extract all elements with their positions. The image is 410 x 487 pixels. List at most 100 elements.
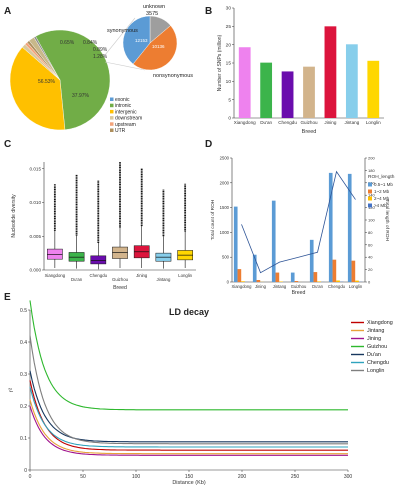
bar-chengdu	[281, 71, 294, 118]
y2-tick-label: 80	[368, 230, 373, 235]
y-tick-label: 25	[226, 24, 232, 30]
y-axis-title: Number of SNPs (million)	[217, 34, 223, 91]
bar-1-2-mb-du-an	[313, 272, 318, 282]
legend-label-0-5-1-mb: 0.5~1 Mb	[374, 182, 393, 187]
x-axis-title: Breed	[292, 290, 306, 296]
bar-2-4-mb-xiangdong	[241, 281, 245, 282]
bar-1-2-mb-jining	[256, 280, 261, 282]
y-tick-label: 10	[226, 79, 232, 85]
y-tick-label: 0	[24, 468, 27, 474]
y2-tick-label: 120	[368, 205, 375, 210]
bar-0-5-1-mb-xiangdong	[233, 206, 238, 282]
y2-tick-label: 200	[368, 156, 375, 161]
x-tick-label: 50	[80, 474, 86, 480]
exonic-pie-value-nonsynonymous: 10136	[152, 44, 165, 49]
y-tick-label: 0.010	[30, 200, 42, 205]
y-tick-label: 500	[222, 255, 230, 260]
ld-line-chengdu	[29, 386, 348, 448]
y-tick-label: 0.015	[30, 166, 42, 171]
legend-swatch-intronic	[110, 103, 114, 108]
y-tick-label: 1500	[220, 205, 230, 210]
bar-0-5-1-mb-guizhou	[290, 272, 295, 282]
y-axis-title: r²	[8, 387, 15, 392]
pie-label-intronic: 56.53%	[38, 79, 56, 85]
bar-du-an	[260, 62, 273, 118]
legend-swatch-upstream	[110, 122, 114, 126]
x-tick-label: 200	[238, 474, 247, 480]
pie-slice-intronic	[35, 29, 111, 130]
x-tick-label: Xiangdong	[234, 120, 256, 125]
legend-label-intronic: intronic	[115, 103, 132, 109]
y-tick-label: 0.5	[20, 308, 27, 314]
legend-label-xiangdong: Xiangdong	[367, 320, 393, 326]
y-tick-label: 0.3	[20, 372, 27, 378]
chart-title: LD decay	[169, 307, 209, 317]
legend-title: ROH_length	[368, 174, 395, 180]
ld-line-guizhou	[29, 300, 348, 411]
bar-1-2-mb-chengdu	[332, 259, 337, 282]
bar-0-5-1-mb-jintang	[271, 200, 276, 282]
x-tick-label: Jintang	[273, 284, 287, 289]
x-tick-label: Jintang	[344, 120, 359, 125]
x-tick-label: Xiangdong	[231, 284, 252, 289]
x-axis-title: Breed	[113, 285, 127, 291]
legend-label-chengdu: Chengdu	[367, 360, 389, 366]
legend-swatch-downstream	[110, 116, 114, 120]
legend-label-exonic: exonic	[115, 97, 130, 103]
y2-tick-label: 100	[368, 218, 375, 223]
bar-1-2-mb-guizhou	[294, 281, 299, 282]
legend-swatch-0-5-1-mb	[368, 182, 372, 187]
legend-label-jintang: Jintang	[367, 328, 384, 334]
ld-line-jining	[29, 405, 348, 456]
exonic-label-nonsynonymous: nonsynonymous	[153, 73, 193, 79]
pie-slice-other	[28, 37, 61, 81]
y-tick-label: 2000	[220, 180, 230, 185]
x-tick-label: Longlin	[366, 120, 381, 125]
bar-jintang	[345, 44, 358, 118]
x-tick-label: Longlin	[178, 273, 192, 278]
panel-c-diversity-boxplot: 0.000 0.005 0.010 0.015 Xiangdong Du'an Chengd…	[11, 162, 196, 291]
legend-label-2-4-mb: 2~4 Mb	[374, 196, 390, 201]
panel-d-roh-chart: 0500100015002000250002040608010012014016…	[210, 156, 395, 297]
bar-0-5-1-mb-du-an	[309, 239, 314, 282]
x-axis-title: Distance (Kb)	[172, 480, 205, 486]
y2-tick-label: 0	[368, 280, 371, 285]
legend-label-1-2-mb: 1~2 Mb	[374, 189, 390, 194]
legend-label-du-an: Du'an	[367, 352, 381, 358]
x-tick-label: 100	[132, 474, 141, 480]
y-tick-label: 30	[226, 6, 232, 12]
x-tick-label: Xiangdong	[45, 273, 66, 278]
panel-letter-b: B	[205, 6, 212, 17]
x-tick-label: Du'an	[312, 284, 323, 289]
legend-label-downstream: downstream	[115, 116, 142, 122]
y2-tick-label: 180	[368, 168, 375, 173]
y-tick-label: 2500	[220, 156, 230, 161]
legend-label-4-mb: >4 Mb	[374, 203, 387, 208]
bar-jining	[324, 26, 337, 118]
x-tick-label: Jining	[324, 120, 336, 125]
legend-label-longlin: Longlin	[367, 368, 384, 374]
x-tick-label: 300	[344, 474, 353, 480]
y-tick-label: 1000	[220, 230, 230, 235]
bar-2-4-mb-du-an	[317, 281, 321, 282]
panel-letter-a: A	[4, 6, 11, 17]
ld-line-longlin	[29, 335, 348, 445]
bar-1-2-mb-jintang	[275, 272, 280, 282]
pie-label-exonic: 0.65%	[60, 40, 75, 46]
panel-b-snp-bar-chart: 0 5 10 15 20 25 30 Xiangdong Du'an Chengdu Guizhou…	[217, 6, 384, 135]
x-tick-label: Guizhou	[112, 277, 129, 282]
x-tick-label: Chengdu	[90, 273, 108, 278]
x-tick-label: Jintang	[156, 277, 170, 282]
pie-slice-intergenic	[9, 46, 66, 131]
panel-letter-c: C	[4, 139, 11, 150]
pie-connector-line	[104, 17, 136, 56]
x-tick-label: Guizhou	[291, 284, 307, 289]
exonic-label-synonymous: synonymous	[107, 28, 138, 34]
x-tick-label: Longlin	[349, 284, 363, 289]
bar-1-2-mb-xiangdong	[237, 269, 242, 282]
bar-longlin	[367, 60, 380, 118]
y-tick-label: 5	[228, 97, 231, 103]
pie-label-downstream: 1.28%	[93, 54, 108, 60]
y2-tick-label: 60	[368, 242, 373, 247]
